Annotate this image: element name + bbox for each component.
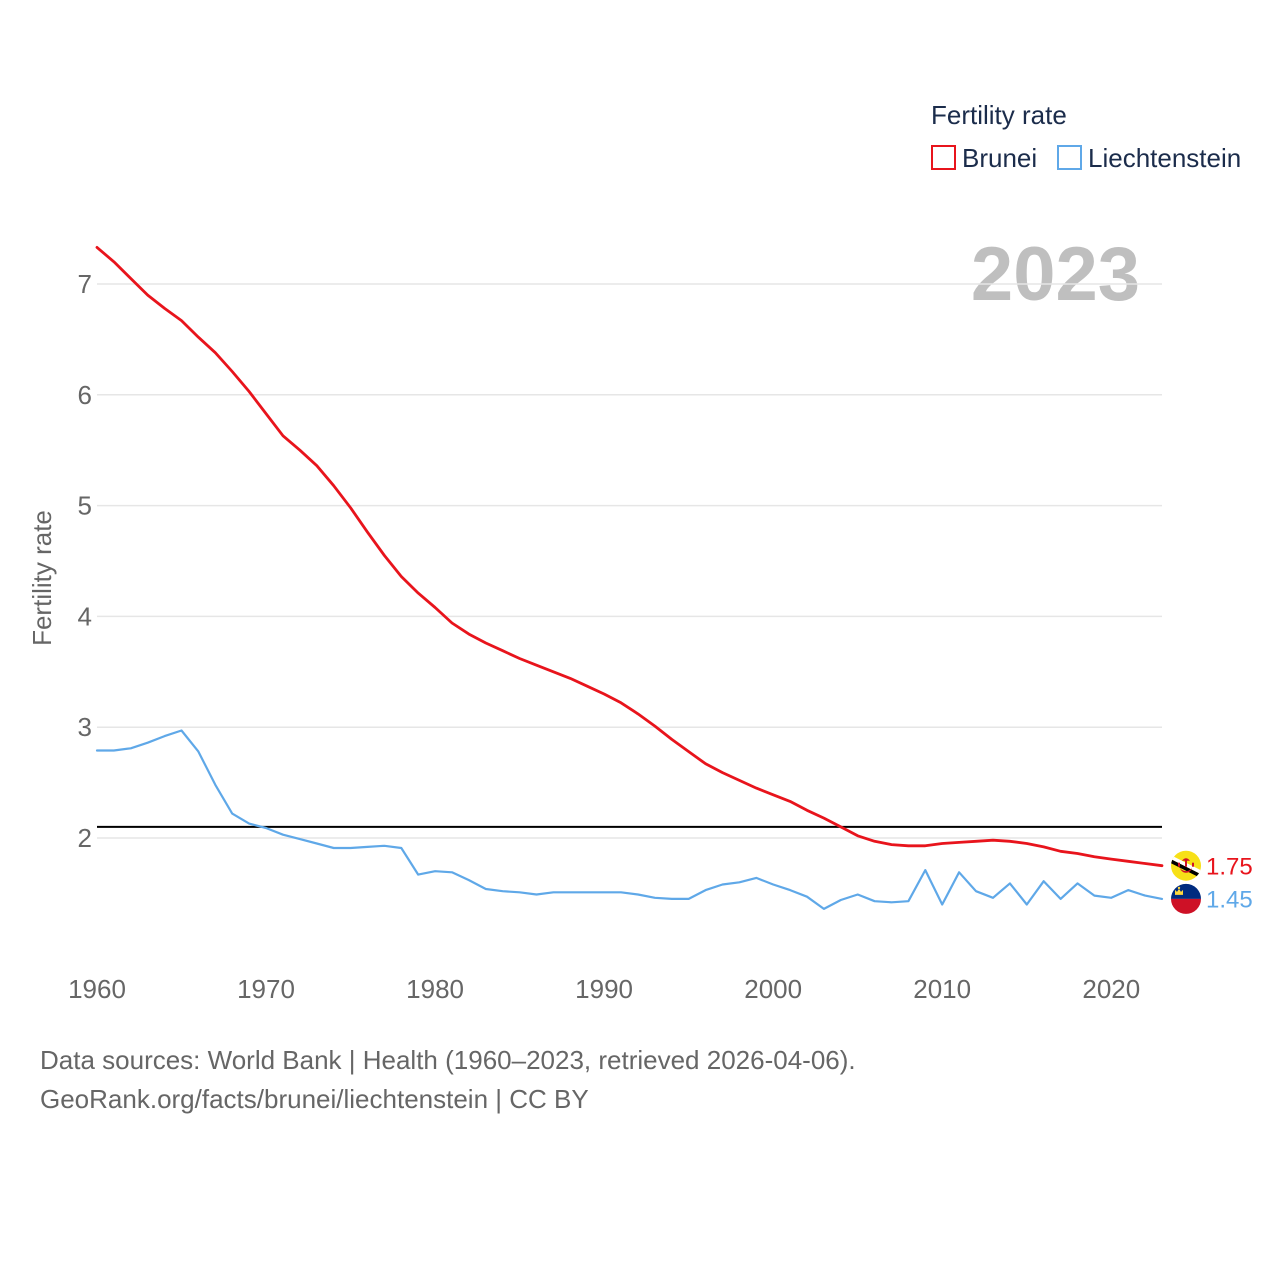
footer-source: Data sources: World Bank | Health (1960–… xyxy=(40,1045,856,1075)
x-tick-label: 1980 xyxy=(406,974,464,1004)
gridlines xyxy=(97,283,1162,839)
series-line-liechtenstein xyxy=(95,729,1164,910)
x-tick-label: 2010 xyxy=(913,974,971,1004)
x-tick-label: 1970 xyxy=(237,974,295,1004)
y-tick-label: 6 xyxy=(78,380,92,410)
flag-crown xyxy=(1175,888,1183,895)
flag-emblem-hand-right xyxy=(1192,862,1194,867)
end-label-liechtenstein: 1.45 xyxy=(1206,887,1253,914)
y-tick-label: 2 xyxy=(78,823,92,853)
end-label-brunei: 1.75 xyxy=(1206,853,1253,880)
flag-red-half xyxy=(1171,898,1201,914)
footer-credit: GeoRank.org/facts/brunei/liechtenstein |… xyxy=(40,1084,589,1114)
legend-swatch-brunei xyxy=(931,145,956,170)
x-tick-label: 1990 xyxy=(575,974,633,1004)
y-axis-ticks: 2 3 4 5 6 7 xyxy=(78,269,92,853)
legend-title: Fertility rate xyxy=(931,100,1067,130)
legend-swatch-liechtenstein xyxy=(1057,145,1082,170)
x-tick-label: 1960 xyxy=(68,974,126,1004)
brunei-flag-icon xyxy=(1171,850,1201,881)
x-tick-label: 2020 xyxy=(1082,974,1140,1004)
y-tick-label: 3 xyxy=(78,712,92,742)
year-label: 2023 xyxy=(971,232,1140,317)
series-line-brunei xyxy=(95,246,1164,868)
flag-crown-top xyxy=(1177,886,1181,890)
x-axis-ticks: 1960 1970 1980 1990 2000 2010 2020 xyxy=(68,974,1140,1004)
flag-emblem-parasol xyxy=(1182,858,1190,861)
liechtenstein-flag-icon xyxy=(1171,883,1201,914)
y-axis-label: Fertility rate xyxy=(27,510,57,646)
flag-emblem-crescent xyxy=(1180,866,1192,873)
legend-label-liechtenstein: Liechtenstein xyxy=(1088,143,1241,173)
y-tick-label: 4 xyxy=(78,601,92,631)
y-tick-label: 5 xyxy=(78,491,92,521)
legend-label-brunei: Brunei xyxy=(962,143,1037,173)
flag-emblem-mast xyxy=(1185,858,1187,867)
legend-item-liechtenstein: Liechtenstein xyxy=(1057,143,1241,173)
x-tick-label: 2000 xyxy=(744,974,802,1004)
legend-item-brunei: Brunei xyxy=(931,143,1037,173)
y-tick-label: 7 xyxy=(78,269,92,299)
legend: Fertility rate Brunei Liechtenstein xyxy=(931,100,1241,173)
flag-emblem-hand-left xyxy=(1178,862,1180,867)
